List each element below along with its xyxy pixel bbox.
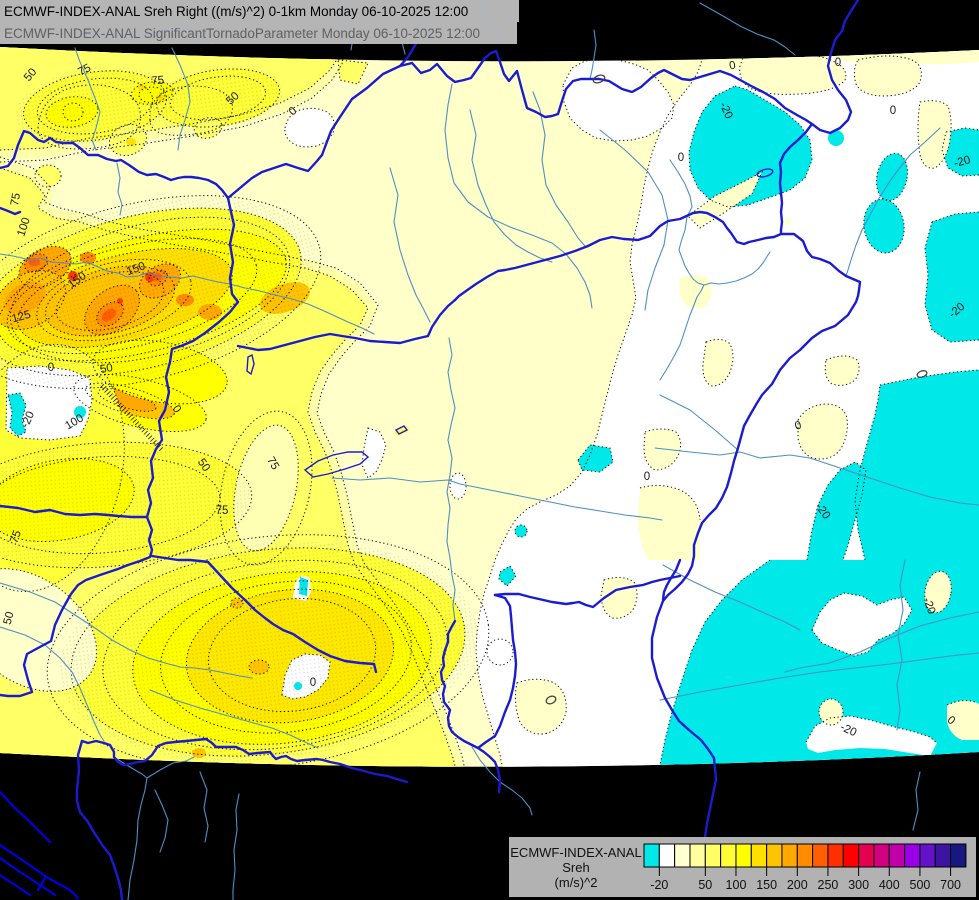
svg-text:100: 100 [726, 878, 747, 892]
svg-text:50: 50 [99, 362, 114, 376]
svg-text:200: 200 [787, 878, 808, 892]
svg-text:-20: -20 [650, 878, 668, 892]
svg-text:700: 700 [940, 878, 961, 892]
svg-text:ECMWF-INDEX-ANAL SignificantTo: ECMWF-INDEX-ANAL SignificantTornadoParam… [4, 26, 480, 41]
svg-text:0: 0 [310, 677, 316, 689]
svg-text:75: 75 [9, 192, 23, 207]
svg-text:0: 0 [835, 57, 841, 69]
svg-text:100: 100 [15, 216, 32, 238]
svg-text:(m/s)^2: (m/s)^2 [555, 875, 598, 890]
svg-text:75: 75 [8, 529, 24, 545]
svg-text:75: 75 [216, 505, 229, 517]
svg-text:400: 400 [879, 878, 900, 892]
svg-text:-20: -20 [920, 596, 937, 616]
svg-text:0: 0 [644, 471, 650, 483]
svg-text:50: 50 [698, 878, 712, 892]
svg-text:250: 250 [818, 878, 839, 892]
svg-text:ECMWF-INDEX-ANAL Sreh Right ((: ECMWF-INDEX-ANAL Sreh Right ((m/s)^2) 0-… [4, 4, 468, 19]
svg-text:0: 0 [678, 152, 684, 164]
svg-text:0: 0 [794, 419, 803, 432]
svg-text:300: 300 [848, 878, 869, 892]
svg-text:50: 50 [2, 610, 17, 625]
svg-text:125: 125 [10, 309, 32, 326]
svg-text:75: 75 [76, 62, 93, 79]
svg-text:0: 0 [890, 105, 896, 117]
svg-text:500: 500 [910, 878, 931, 892]
svg-text:75: 75 [151, 74, 165, 87]
svg-text:-20: -20 [953, 154, 972, 170]
svg-text:Sreh: Sreh [562, 860, 589, 875]
svg-text:ECMWF-INDEX-ANAL: ECMWF-INDEX-ANAL [510, 845, 641, 860]
svg-text:0: 0 [48, 362, 54, 374]
svg-text:0: 0 [728, 60, 736, 73]
svg-text:150: 150 [756, 878, 777, 892]
svg-text:75: 75 [264, 455, 281, 472]
